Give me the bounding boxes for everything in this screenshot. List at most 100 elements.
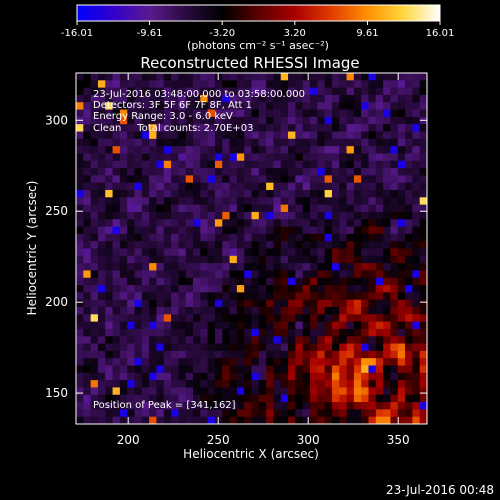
heatmap-cell xyxy=(244,124,253,133)
heatmap-cell xyxy=(405,285,413,293)
heatmap-cell xyxy=(412,365,421,374)
heatmap-cell xyxy=(302,270,311,279)
heatmap-cell xyxy=(141,292,150,301)
heatmap-cell xyxy=(405,380,413,389)
heatmap-cell xyxy=(222,387,231,396)
heatmap-cell xyxy=(368,182,377,191)
heatmap-cell xyxy=(412,175,421,184)
heatmap-cell xyxy=(310,402,318,410)
heatmap-cell xyxy=(163,409,172,418)
heatmap-cell xyxy=(324,182,333,191)
heatmap-cell xyxy=(236,314,245,323)
heatmap-cell xyxy=(331,285,340,293)
heatmap-cell xyxy=(193,387,201,396)
heatmap-cell xyxy=(185,380,194,389)
heatmap-cell xyxy=(244,365,253,374)
heatmap-cell xyxy=(331,307,340,315)
heatmap-cell xyxy=(90,372,99,381)
heatmap-cell xyxy=(383,292,392,301)
heatmap-cell xyxy=(119,409,128,418)
heatmap-cell xyxy=(76,226,84,235)
heatmap-cell xyxy=(273,87,282,96)
heatmap-cell xyxy=(90,146,99,155)
heatmap-cell xyxy=(280,131,289,140)
heatmap-cell xyxy=(361,131,370,140)
y-tick-label: 150 xyxy=(45,386,68,400)
heatmap-cell xyxy=(156,321,165,330)
heatmap-cell xyxy=(229,387,238,396)
heatmap-cell xyxy=(127,307,136,315)
heatmap-cell xyxy=(368,248,377,257)
heatmap-cell xyxy=(171,87,179,96)
heatmap-cell xyxy=(200,138,209,147)
heatmap-cell xyxy=(163,233,172,242)
heatmap-cell xyxy=(207,350,216,359)
heatmap-cell xyxy=(331,350,340,359)
heatmap-cell xyxy=(134,248,143,257)
heatmap-cell xyxy=(112,343,121,352)
heatmap-cell xyxy=(419,146,427,155)
heatmap-cell xyxy=(288,153,296,162)
heatmap-cell xyxy=(353,358,362,367)
heatmap-cell xyxy=(149,138,158,147)
heatmap-cell xyxy=(273,358,282,367)
heatmap-cell xyxy=(222,153,231,162)
heatmap-cell xyxy=(97,168,106,176)
heatmap-cell xyxy=(185,87,194,96)
heatmap-cell xyxy=(112,109,121,118)
heatmap-cell xyxy=(149,124,158,133)
heatmap-cell xyxy=(324,314,333,323)
heatmap-cell xyxy=(324,233,333,242)
heatmap-cell xyxy=(361,350,370,359)
heatmap-cell xyxy=(76,131,84,140)
heatmap-cell xyxy=(302,109,311,118)
heatmap-cell xyxy=(368,336,377,345)
heatmap-cell xyxy=(171,365,179,374)
heatmap-cell xyxy=(236,175,245,184)
heatmap-cell xyxy=(193,394,201,403)
heatmap-cell xyxy=(149,270,158,279)
heatmap-cell xyxy=(375,109,384,118)
heatmap-cell xyxy=(339,343,348,352)
heatmap-cell xyxy=(273,109,282,118)
heatmap-cell xyxy=(310,314,318,323)
heatmap-cell xyxy=(383,350,392,359)
heatmap-cell xyxy=(236,211,245,220)
heatmap-cell xyxy=(163,204,172,213)
heatmap-cell xyxy=(251,270,260,279)
heatmap-cell xyxy=(244,87,253,96)
heatmap-cell xyxy=(390,197,399,206)
heatmap-cell xyxy=(222,226,231,235)
heatmap-cell xyxy=(419,102,427,111)
heatmap-cell xyxy=(119,131,128,140)
heatmap-cell xyxy=(156,299,165,308)
heatmap-cell xyxy=(90,416,99,424)
heatmap-cell xyxy=(156,402,165,410)
heatmap-cell xyxy=(185,285,194,293)
heatmap-cell xyxy=(178,336,187,345)
heatmap-cell xyxy=(266,277,275,286)
heatmap-cell xyxy=(310,197,318,206)
heatmap-cell xyxy=(266,299,275,308)
heatmap-cell xyxy=(419,409,427,418)
heatmap-cell xyxy=(273,131,282,140)
heatmap-cell xyxy=(317,233,326,242)
heatmap-cell xyxy=(119,336,128,345)
heatmap-cell xyxy=(90,138,99,147)
heatmap-cell xyxy=(361,197,370,206)
heatmap-cell xyxy=(368,270,377,279)
heatmap-cell xyxy=(361,73,370,81)
heatmap-cell xyxy=(105,197,114,206)
heatmap-cell xyxy=(112,73,121,81)
heatmap-cell xyxy=(375,270,384,279)
heatmap-cell xyxy=(258,80,267,89)
heatmap-cell xyxy=(295,204,304,213)
heatmap-cell xyxy=(353,73,362,81)
heatmap-cell xyxy=(266,307,275,315)
heatmap-cell xyxy=(310,80,318,89)
heatmap-cell xyxy=(90,211,99,220)
heatmap-cell xyxy=(112,124,121,133)
heatmap-cell xyxy=(397,226,406,235)
heatmap-cell xyxy=(383,416,392,424)
heatmap-cell xyxy=(207,365,216,374)
